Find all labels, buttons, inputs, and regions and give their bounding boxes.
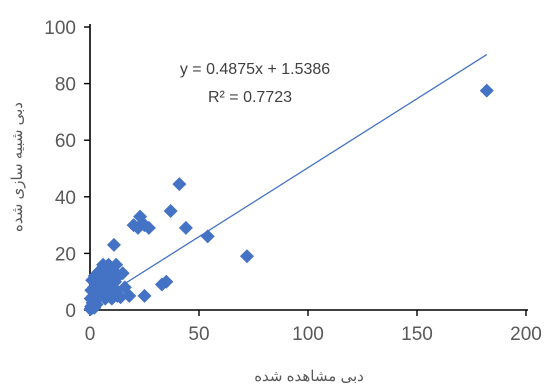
data-point (115, 266, 130, 281)
data-point (479, 83, 494, 98)
data-point (239, 249, 254, 264)
data-point (137, 288, 152, 303)
data-point (117, 280, 132, 295)
x-axis-title: دبی مشاهده شده (254, 368, 364, 385)
y-tick-label: 0 (65, 301, 76, 322)
y-tick-label: 60 (55, 131, 76, 152)
data-point (172, 177, 187, 192)
data-point (200, 229, 215, 244)
data-points (83, 83, 494, 317)
x-tick-label: 0 (85, 324, 96, 345)
data-point (122, 288, 137, 303)
trendline-group (89, 54, 488, 307)
data-point (163, 203, 178, 218)
x-tick-label: 100 (292, 324, 324, 345)
data-point (109, 257, 124, 272)
data-point (106, 237, 121, 252)
y-tick-label: 100 (44, 18, 76, 39)
data-point (178, 220, 193, 235)
y-tick-label: 20 (55, 244, 76, 265)
x-tick-label: 150 (401, 324, 433, 345)
r-squared-label: R² = 0.7723 (208, 89, 292, 106)
trendline (89, 54, 488, 307)
y-axis-title: دبی شبیه سازی شده (9, 102, 26, 232)
data-point (141, 220, 156, 235)
axes (89, 24, 528, 311)
trendline-equation: y = 0.4875x + 1.5386 (180, 61, 330, 78)
data-point (159, 274, 174, 289)
x-tick-label: 50 (188, 324, 209, 345)
y-tick-label: 80 (55, 75, 76, 96)
ticks: 0 50 100 150 200 0 20 40 60 80 100 (44, 18, 542, 345)
data-point (87, 300, 102, 315)
x-tick-label: 200 (510, 324, 542, 345)
y-tick-label: 40 (55, 188, 76, 209)
